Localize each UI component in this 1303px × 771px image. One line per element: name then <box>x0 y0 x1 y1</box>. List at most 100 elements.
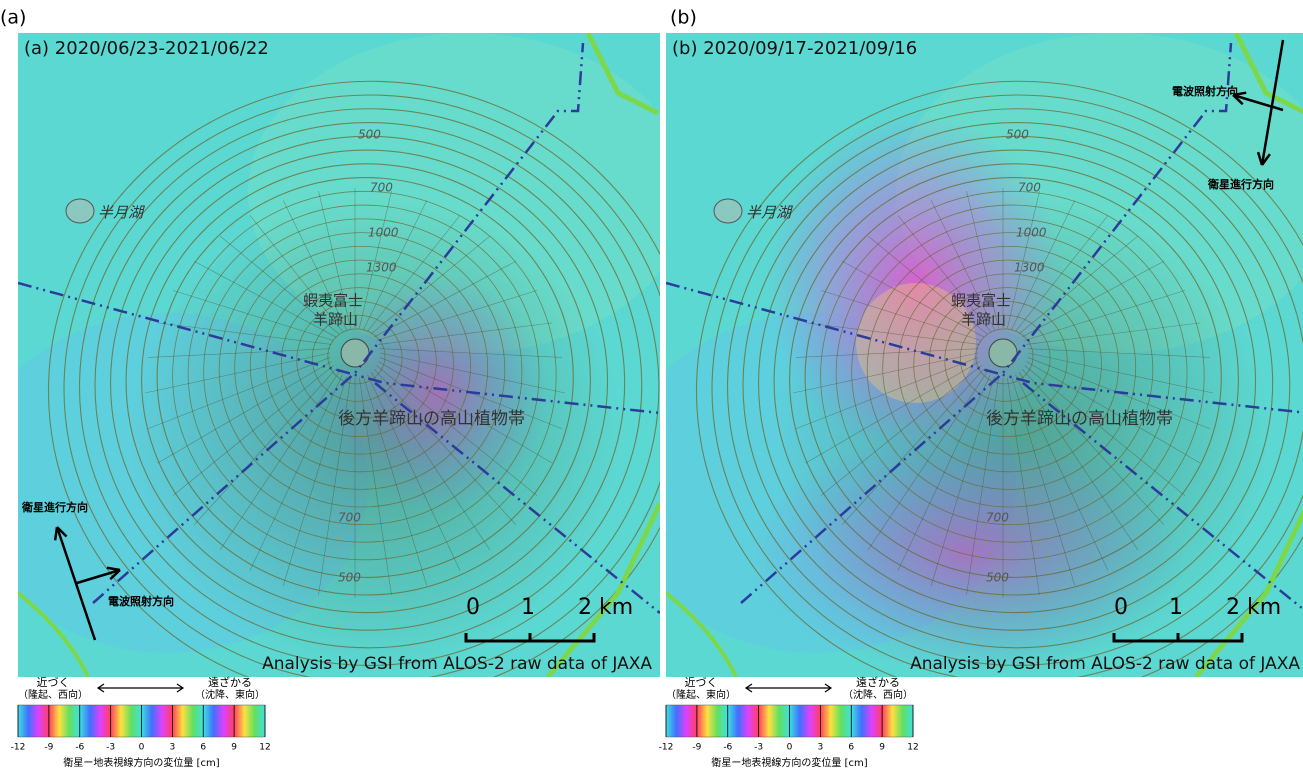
contour <box>975 328 1034 385</box>
road <box>18 591 90 677</box>
contour-label: 1300 <box>366 261 397 275</box>
near-note: （隆起、西向） <box>18 688 88 701</box>
look-arrow <box>1232 93 1284 112</box>
ridge <box>318 191 351 329</box>
contour <box>804 177 1222 578</box>
ridge <box>173 290 334 341</box>
colorbar-tick-label: 6 <box>200 743 206 753</box>
ridge <box>867 371 988 551</box>
contour-label: 700 <box>338 511 361 525</box>
colorbar-tick-label: -12 <box>11 743 26 753</box>
look-label: 電波照射方向 <box>108 594 174 608</box>
colorbar: 近づく（隆起、東向） 遠ざかる（沈降、西向） -12 -9 -6 -3 0 3 6 9 12 衛星ー地… <box>659 675 919 769</box>
look-label: 電波照射方向 <box>1172 84 1238 98</box>
look-arrow-head <box>106 566 121 581</box>
ridge <box>1022 260 1165 338</box>
contour-label: 1000 <box>1016 226 1047 240</box>
ridge <box>376 290 537 341</box>
mountain-label: 蝦夷富士 <box>303 292 363 310</box>
ridge <box>897 374 991 571</box>
ridge <box>249 215 343 332</box>
ridge <box>796 357 979 429</box>
flight-label: 衛星進行方向 <box>21 500 88 514</box>
road <box>1233 33 1303 115</box>
ridge <box>378 361 553 464</box>
contour <box>172 190 557 561</box>
ridge <box>821 290 982 341</box>
contour <box>851 218 1171 526</box>
displacement <box>328 273 548 513</box>
contour-label: 1300 <box>1014 261 1045 275</box>
credit: Analysis by GSI from ALOS-2 raw data of … <box>910 654 1300 674</box>
scale-label: 1 <box>1169 595 1183 620</box>
contour-label: 500 <box>1006 128 1029 142</box>
panel-title: (a) 2020/06/23-2021/06/22 <box>24 38 269 59</box>
ridge <box>363 200 428 330</box>
ridge <box>897 215 991 332</box>
contour-label: 500 <box>338 571 361 585</box>
contour <box>234 245 489 490</box>
colorbar-tick-label: -6 <box>75 743 84 753</box>
ridge <box>1007 191 1040 329</box>
lake-shape <box>65 198 95 224</box>
ridge <box>367 215 461 332</box>
contour <box>711 94 1303 677</box>
far-label: 遠ざかる <box>856 675 900 689</box>
ridge <box>172 365 334 496</box>
colorbar-tick-label: 9 <box>879 743 885 753</box>
panel-label: (a) <box>0 7 26 29</box>
contour <box>141 163 591 596</box>
crater <box>340 338 370 368</box>
ridge <box>282 200 347 330</box>
scale-label: 1 <box>521 595 535 620</box>
mountain-label: 羊蹄山 <box>313 311 358 329</box>
boundary <box>18 281 660 415</box>
contour <box>78 108 660 666</box>
panel-label: (b) <box>670 7 697 29</box>
contour <box>48 80 660 677</box>
ridge <box>1018 371 1139 551</box>
flight-arrow <box>1260 39 1285 166</box>
look-arrow-head <box>1232 91 1247 106</box>
scale-label: 2 km <box>1226 595 1281 620</box>
contour <box>820 190 1205 561</box>
contour <box>110 135 626 631</box>
contour <box>913 273 1102 455</box>
near-label: 近づく <box>685 676 718 689</box>
ridge <box>1027 352 1214 394</box>
crater <box>988 338 1018 368</box>
contour-label: 1000 <box>368 226 399 240</box>
far-label: 遠ざかる <box>208 675 252 689</box>
contour <box>125 149 609 614</box>
ridge <box>966 191 999 329</box>
ridge <box>249 374 343 571</box>
road <box>585 33 660 116</box>
ridge <box>193 260 336 338</box>
ridge <box>193 368 337 525</box>
contour <box>789 163 1239 596</box>
ridge <box>157 322 332 345</box>
contour <box>94 121 643 649</box>
contour <box>866 232 1154 508</box>
contour <box>63 94 660 677</box>
colorbar-caption: 衛星ー地表視線方向の変位量 [cm] <box>711 756 867 769</box>
ridge <box>820 365 982 496</box>
ridge <box>930 376 995 586</box>
mountain-label: 羊蹄山 <box>961 311 1006 329</box>
ridge <box>1024 290 1185 341</box>
ridge <box>318 377 351 595</box>
scale-bar <box>1112 633 1244 643</box>
flight-arrow <box>55 526 97 641</box>
colorbar-tick-label: -9 <box>692 743 701 753</box>
ridge <box>1024 365 1186 496</box>
ridge <box>378 322 553 345</box>
ridge <box>367 374 461 571</box>
colorbar-tick-label: 0 <box>139 743 145 753</box>
ridge <box>376 365 538 496</box>
contour <box>156 177 574 578</box>
boundary <box>740 42 1233 604</box>
scale-label: 0 <box>1114 595 1128 620</box>
ridge <box>374 260 517 338</box>
colorbar-caption: 衛星ー地表視線方向の変位量 [cm] <box>63 756 219 769</box>
